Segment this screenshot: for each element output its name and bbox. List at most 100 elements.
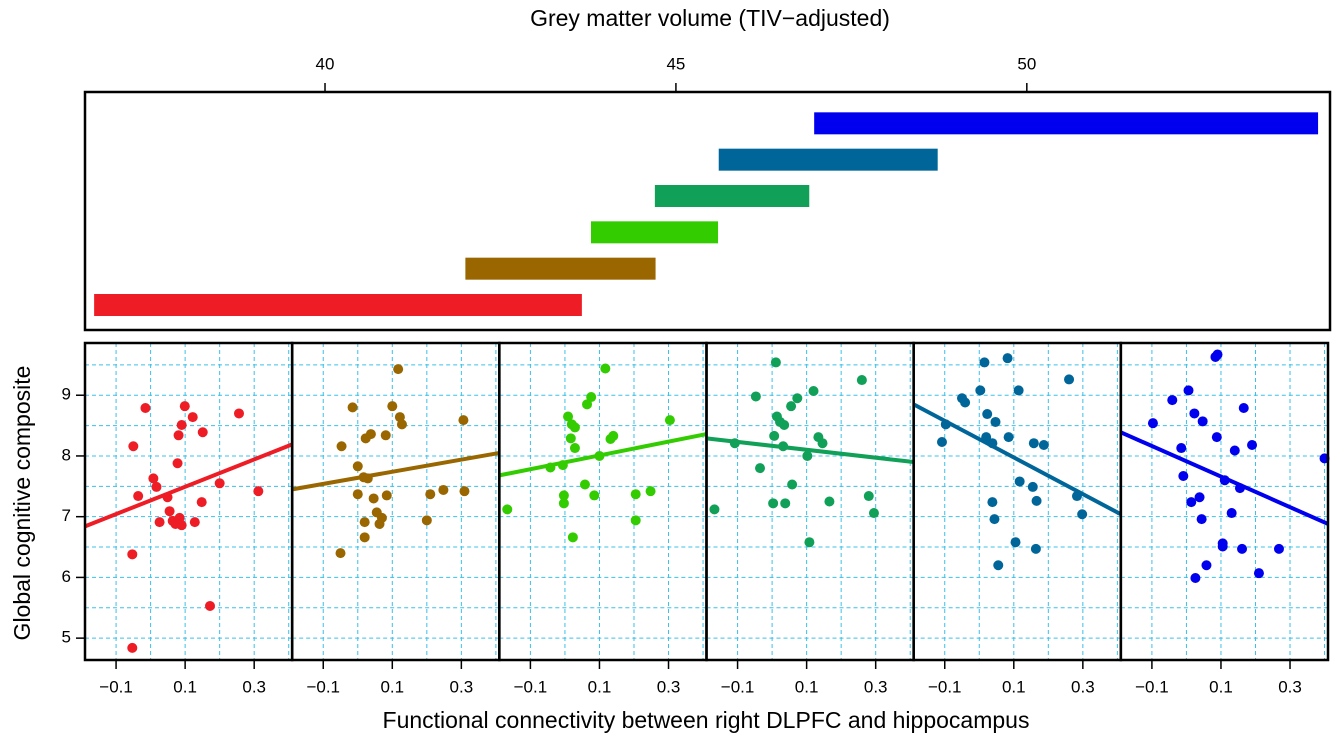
point — [1253, 568, 1264, 579]
y-tick-label: 9 — [62, 385, 71, 404]
point — [438, 484, 449, 495]
panel-frame — [1119, 341, 1330, 662]
point — [768, 498, 779, 509]
point — [347, 402, 358, 413]
x-tick-label: 0.1 — [588, 677, 612, 696]
point — [1226, 508, 1237, 519]
point — [989, 514, 1000, 525]
point — [1003, 432, 1014, 443]
point — [1229, 445, 1240, 456]
point — [1194, 492, 1205, 503]
point — [459, 486, 470, 497]
point — [824, 496, 835, 507]
point — [148, 473, 159, 484]
point — [1196, 514, 1207, 525]
point — [569, 443, 580, 454]
x-tick-label: −0.1 — [306, 677, 340, 696]
point — [359, 517, 370, 528]
point — [863, 491, 874, 502]
point — [563, 411, 574, 422]
point — [393, 364, 404, 375]
point — [179, 401, 190, 412]
x-tick-label: −0.1 — [721, 677, 755, 696]
y-axis-label: Global cognitive composite — [9, 366, 35, 641]
point — [127, 549, 138, 560]
point — [567, 532, 578, 543]
point — [856, 375, 867, 386]
point — [1013, 385, 1024, 396]
point — [769, 430, 780, 441]
point — [133, 491, 144, 502]
point — [993, 560, 1004, 571]
point — [196, 497, 207, 508]
x-tick-label: 0.3 — [1278, 677, 1302, 696]
point — [425, 489, 436, 500]
x-tick-label: 0.3 — [864, 677, 888, 696]
interval-bar — [94, 294, 582, 316]
point — [381, 490, 392, 501]
fit-line — [291, 450, 500, 492]
point — [1190, 573, 1201, 584]
point — [987, 497, 998, 508]
x-tick-label: −0.1 — [99, 677, 133, 696]
point — [1077, 509, 1088, 520]
point — [802, 450, 813, 461]
point — [187, 412, 198, 423]
point — [569, 422, 580, 433]
point — [1247, 440, 1258, 451]
x-tick-label: 0.1 — [795, 677, 819, 696]
point — [197, 427, 208, 438]
point — [502, 504, 513, 515]
top-title: Grey matter volume (TIV−adjusted) — [530, 5, 890, 31]
point — [1197, 416, 1208, 427]
point — [380, 430, 391, 441]
x-tick-label: 0.3 — [1071, 677, 1095, 696]
x-tick-label: 0.3 — [657, 677, 681, 696]
x-tick-label: −0.1 — [514, 677, 548, 696]
point — [589, 490, 600, 501]
point — [709, 504, 720, 515]
point — [600, 363, 611, 374]
point — [936, 436, 947, 447]
point — [1014, 476, 1025, 487]
point — [579, 479, 590, 490]
point — [172, 458, 183, 469]
point — [630, 515, 641, 526]
point — [1183, 385, 1194, 396]
point — [352, 461, 363, 472]
point — [127, 642, 138, 653]
point — [1167, 395, 1178, 406]
point — [214, 478, 225, 489]
point — [608, 430, 619, 441]
point — [792, 393, 803, 404]
x-axis-label: Functional connectivity between right DL… — [383, 707, 1030, 733]
point — [140, 402, 151, 413]
x-tick-label: 0.1 — [380, 677, 404, 696]
fit-line — [1120, 430, 1329, 526]
y-tick-label: 5 — [62, 628, 71, 647]
point — [458, 415, 469, 426]
interval-bar — [654, 185, 810, 207]
point — [804, 537, 815, 548]
point — [787, 479, 798, 490]
point — [335, 548, 346, 559]
point — [1212, 349, 1223, 360]
point — [1211, 432, 1222, 443]
point — [960, 397, 971, 408]
point — [396, 419, 407, 430]
point — [808, 385, 819, 396]
point — [1176, 443, 1187, 454]
point — [1027, 481, 1038, 492]
point — [1147, 418, 1158, 429]
point — [164, 506, 175, 517]
point — [336, 441, 347, 452]
point — [990, 416, 1001, 427]
point — [750, 391, 761, 402]
y-tick-label: 7 — [62, 506, 71, 525]
point — [1031, 495, 1042, 506]
point — [1002, 353, 1013, 364]
point — [387, 401, 398, 412]
fit-line — [498, 432, 707, 478]
point — [565, 433, 576, 444]
point — [586, 392, 597, 403]
